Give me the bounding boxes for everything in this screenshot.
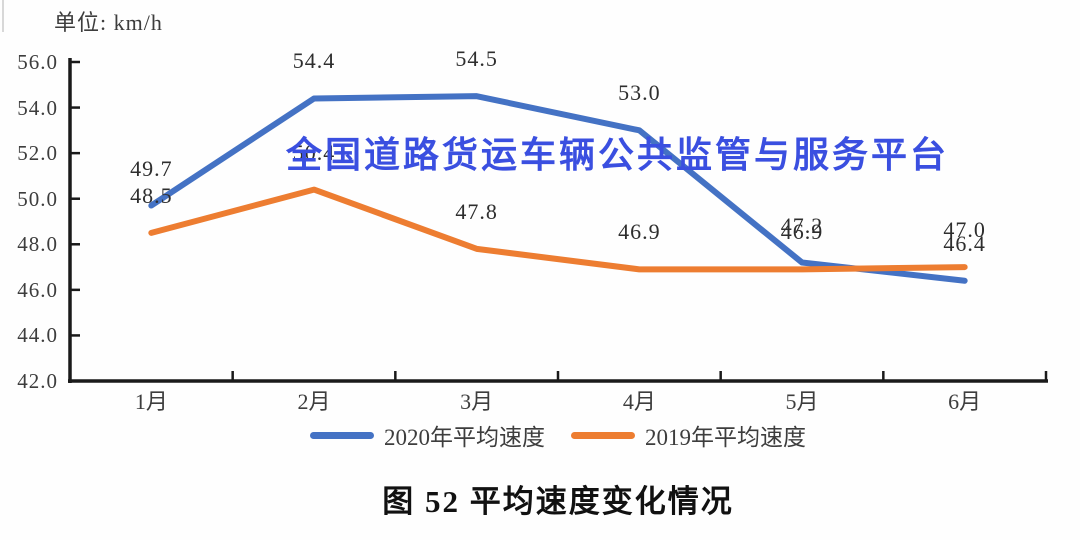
legend-swatch-2020-line xyxy=(310,431,374,439)
legend-label-2019: 2019年平均速度 xyxy=(645,425,806,450)
data-point-label: 46.4 xyxy=(943,230,986,256)
y-axis-tick-label: 54.0 xyxy=(17,95,58,120)
watermark-text: 全国道路货运车辆公共监管与服务平台 xyxy=(286,134,950,175)
legend-label-2020: 2020年平均速度 xyxy=(384,425,545,450)
x-axis-label: 4月 xyxy=(622,389,656,414)
scan-edge-artifact xyxy=(2,0,4,32)
y-axis-tick-label: 56.0 xyxy=(17,50,58,74)
data-point-label: 48.5 xyxy=(130,182,173,208)
y-axis-unit-label: 单位: km/h xyxy=(54,10,163,35)
y-axis-tick-label: 48.0 xyxy=(17,232,58,257)
x-axis-label: 3月 xyxy=(460,389,494,414)
y-axis-tick-label: 52.0 xyxy=(17,141,58,166)
data-point-label: 46.9 xyxy=(780,219,824,245)
x-axis-label: 1月 xyxy=(134,389,168,414)
series-line-2020年平均速度 xyxy=(148,93,968,284)
y-axis-tick-label: 50.0 xyxy=(17,186,58,211)
data-point-label: 49.7 xyxy=(130,155,173,181)
data-point-label: 53.0 xyxy=(618,80,661,106)
data-point-label: 54.5 xyxy=(455,46,498,72)
y-axis-tick-label: 44.0 xyxy=(17,323,58,348)
data-point-label: 50.4 xyxy=(292,139,336,165)
data-point-label: 47.8 xyxy=(455,198,498,224)
x-axis-label: 6月 xyxy=(948,389,982,414)
legend-swatch-2019-line xyxy=(571,431,635,439)
legend-item-2020: 2020年平均速度 xyxy=(310,418,545,452)
figure-caption: 图 52 平均速度变化情况 xyxy=(382,484,734,519)
legend: 2020年平均速度 2019年平均速度 xyxy=(70,420,1046,450)
data-point-label: 46.9 xyxy=(618,219,661,245)
y-axis-tick-label: 46.0 xyxy=(17,277,58,302)
data-point-label: 47.2 xyxy=(780,212,824,238)
y-axis-tick-label: 42.0 xyxy=(17,369,58,393)
series-line-2019年平均速度 xyxy=(148,186,968,273)
data-point-label: 47.0 xyxy=(943,217,986,243)
x-axis-label: 2月 xyxy=(297,389,331,414)
x-axis-label: 5月 xyxy=(785,389,819,414)
data-point-label: 54.4 xyxy=(292,48,336,74)
legend-item-2019: 2019年平均速度 xyxy=(571,418,806,452)
